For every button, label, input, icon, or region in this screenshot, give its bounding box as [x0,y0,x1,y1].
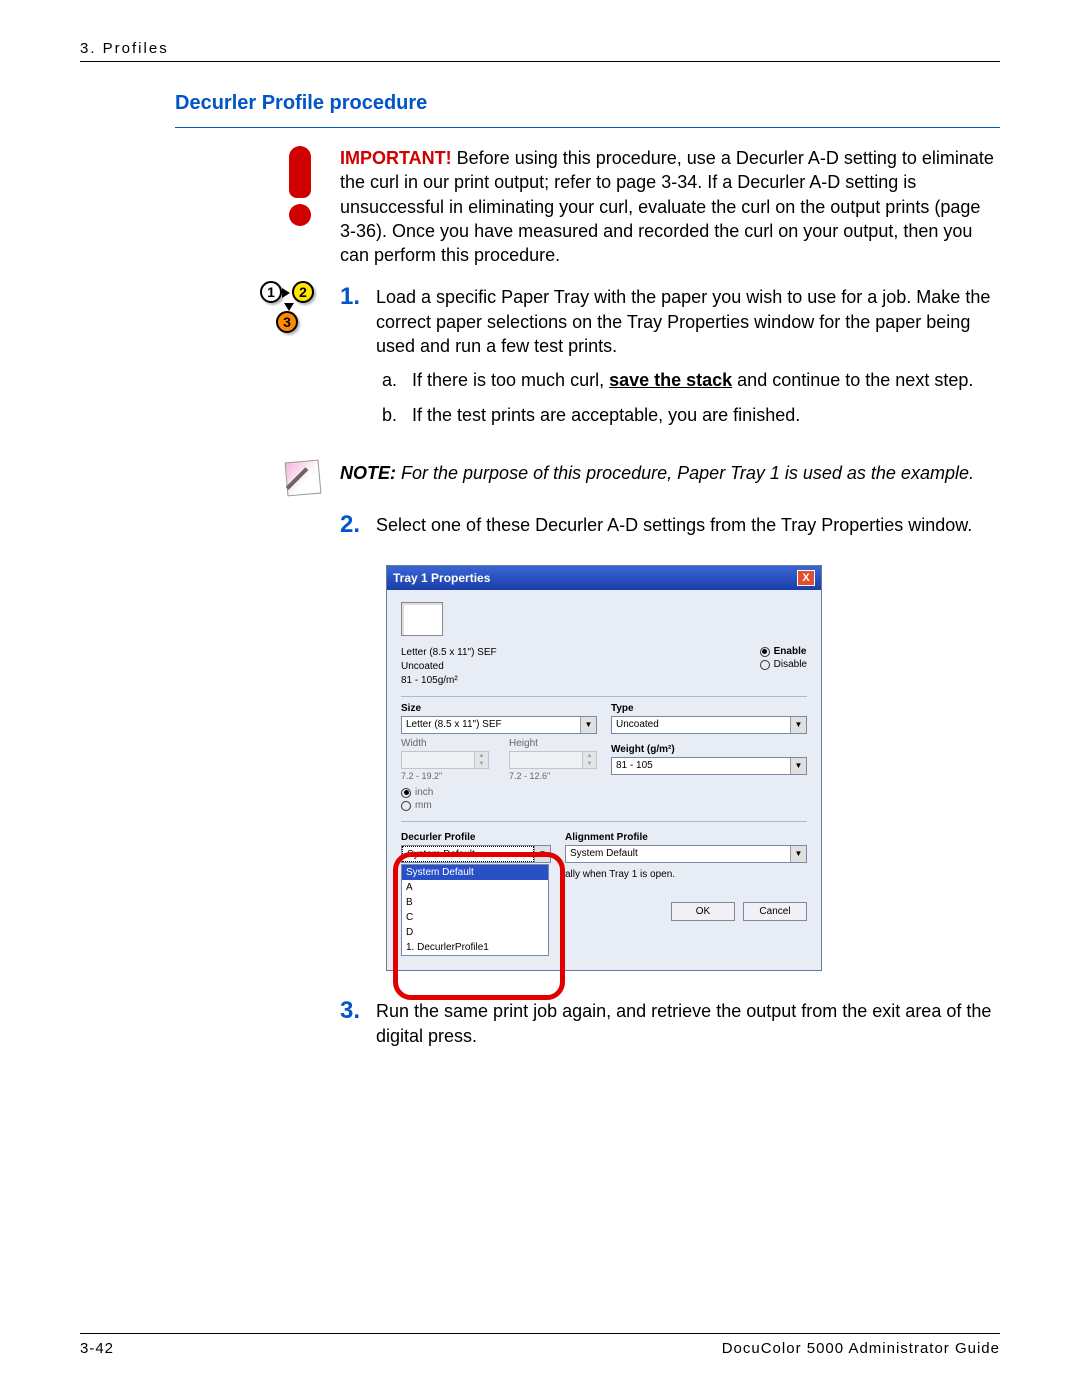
decurler-dropdown[interactable]: System Default ▼ [401,845,551,863]
disable-radio[interactable]: Disable [760,659,807,670]
step-2-number: 2. [340,509,376,541]
alignment-dropdown[interactable]: System Default ▼ [565,845,807,863]
important-icon [280,146,320,226]
chapter-header: 3. Profiles [80,40,1000,62]
decurler-label: Decurler Profile [401,832,551,843]
step-ball-1: 1 [260,281,282,303]
chevron-down-icon: ▼ [790,846,806,862]
note-label: NOTE: [340,463,396,483]
sub-b-text: If the test prints are acceptable, you a… [412,403,1000,427]
list-item[interactable]: B [402,895,548,910]
steps-icon: 1 2 3 [260,281,320,341]
section-title: Decurler Profile procedure [175,92,1000,115]
height-label: Height [509,738,597,749]
step-1-text: Load a specific Paper Tray with the pape… [376,287,990,356]
list-item[interactable]: System Default [402,865,548,880]
step-1-number: 1. [340,281,376,436]
list-item[interactable]: C [402,910,548,925]
alignment-label: Alignment Profile [565,832,807,843]
footer-title: DocuColor 5000 Administrator Guide [722,1340,1000,1357]
tray-open-text: ally when Tray 1 is open. [565,869,807,880]
note-icon [285,460,322,497]
chevron-down-icon: ▼ [534,846,550,862]
sub-a-text: If there is too much curl, save the stac… [412,368,1000,392]
type-label: Type [611,703,807,714]
enable-radio[interactable]: Enable [760,646,807,657]
note-paragraph: NOTE: For the purpose of this procedure,… [340,461,1000,495]
note-text: For the purpose of this procedure, Paper… [396,463,974,483]
type-dropdown[interactable]: Uncoated ▼ [611,716,807,734]
important-paragraph: IMPORTANT! Before using this procedure, … [340,146,1000,267]
list-item[interactable]: A [402,880,548,895]
step-ball-3: 3 [276,311,298,333]
sub-b-label: b. [382,403,412,427]
chevron-down-icon: ▼ [580,717,596,733]
width-spinner[interactable]: ▲▼ [401,751,489,769]
width-range: 7.2 - 19.2" [401,771,489,781]
dialog-title: Tray 1 Properties [393,571,490,585]
inch-radio[interactable]: inch [401,787,597,798]
ok-button[interactable]: OK [671,902,735,921]
step-3-number: 3. [340,995,376,1048]
important-label: IMPORTANT! [340,148,452,168]
step-ball-2: 2 [292,281,314,303]
sub-a-label: a. [382,368,412,392]
decurler-list[interactable]: System Default A B C D 1. DecurlerProfil… [401,864,549,956]
size-dropdown[interactable]: Letter (8.5 x 11") SEF ▼ [401,716,597,734]
close-button[interactable]: X [797,570,815,586]
step-3-text: Run the same print job again, and retrie… [376,995,1000,1048]
chevron-down-icon: ▼ [790,717,806,733]
weight-dropdown[interactable]: 81 - 105 ▼ [611,757,807,775]
height-range: 7.2 - 12.6" [509,771,597,781]
width-label: Width [401,738,489,749]
page-number: 3-42 [80,1340,114,1357]
paper-icon [401,602,443,636]
height-spinner[interactable]: ▲▼ [509,751,597,769]
mm-radio[interactable]: mm [401,800,597,811]
size-label: Size [401,703,597,714]
cancel-button[interactable]: Cancel [743,902,807,921]
step-2-text: Select one of these Decurler A-D setting… [376,509,1000,541]
section-divider [175,127,1000,128]
list-item[interactable]: 1. DecurlerProfile1 [402,940,548,955]
paper-info: Letter (8.5 x 11") SEF Uncoated 81 - 105… [401,646,497,688]
chevron-down-icon: ▼ [790,758,806,774]
list-item[interactable]: D [402,925,548,940]
tray-properties-dialog: Tray 1 Properties X Letter (8.5 x 11") S… [386,565,822,971]
weight-label: Weight (g/m²) [611,744,807,755]
